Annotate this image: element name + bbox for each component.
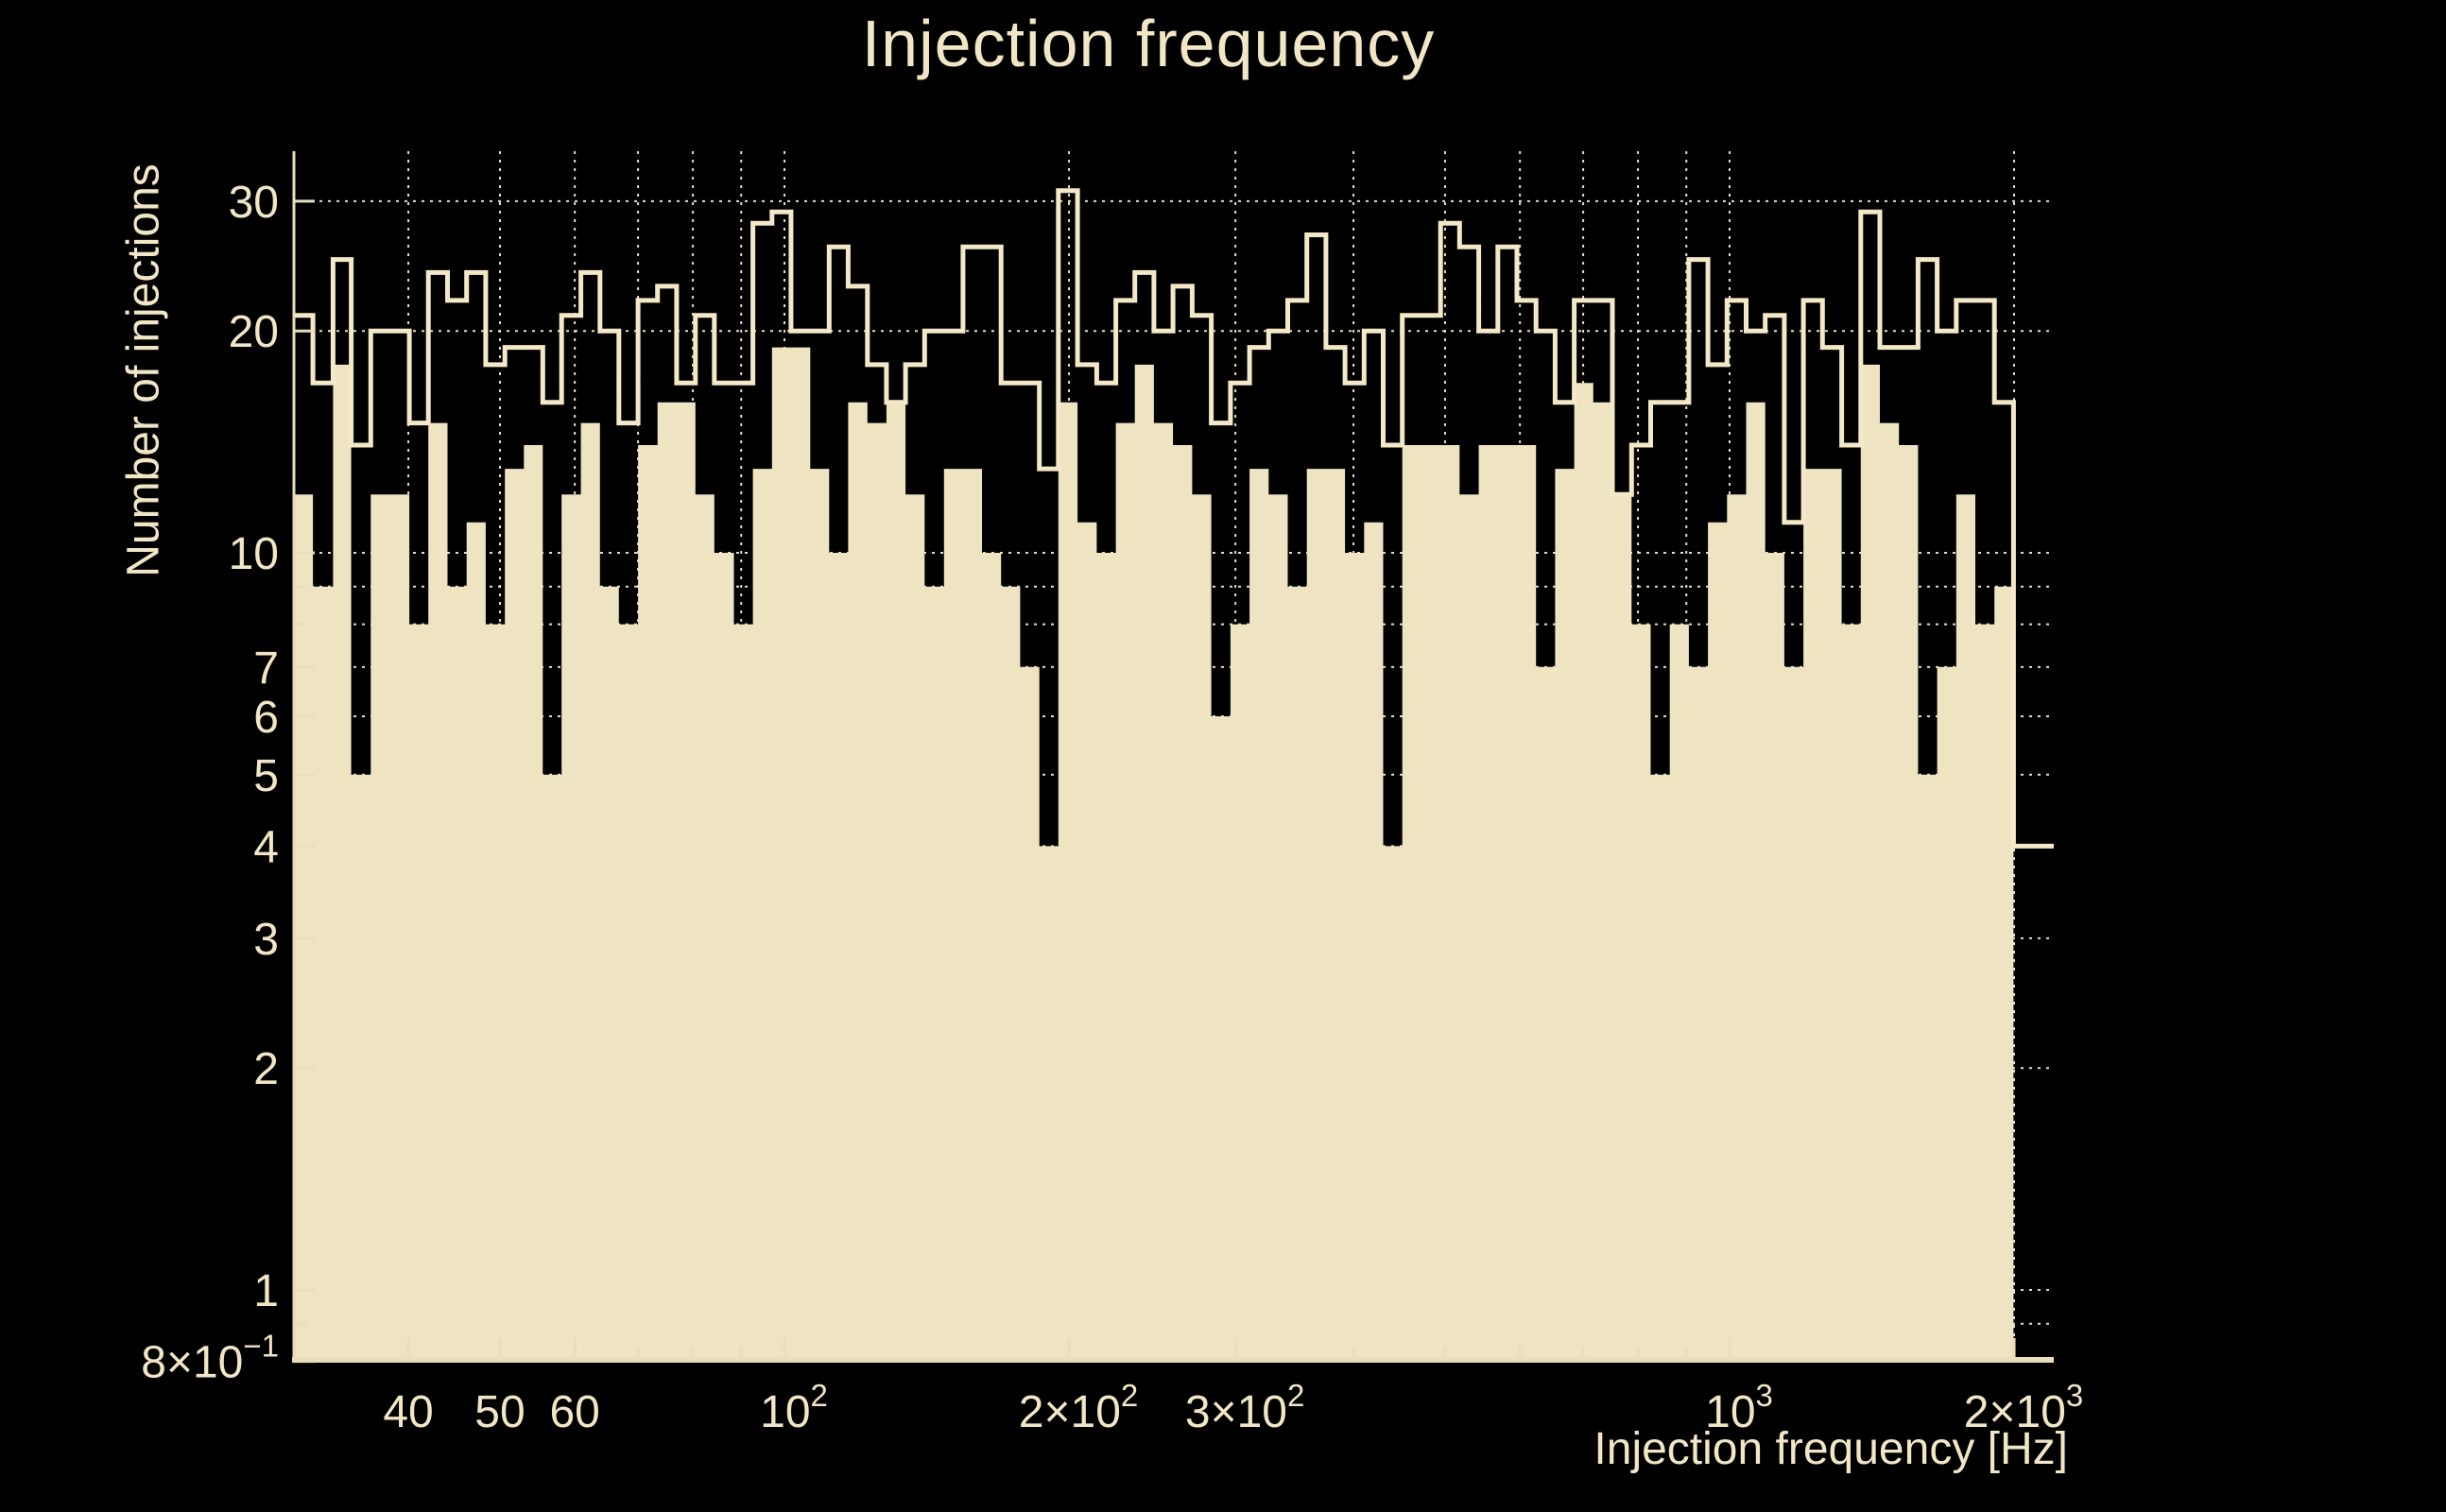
chart-title: Injection frequency <box>861 7 1436 80</box>
tick-marks <box>294 199 2016 1364</box>
x-tick-label-1000: 103 <box>1705 1378 1773 1437</box>
y-tick-label-7: 7 <box>253 644 279 694</box>
y-tick-label-10: 10 <box>229 529 279 579</box>
y-tick-label-3: 3 <box>253 915 279 965</box>
x-tick-label-2000: 2×103 <box>1964 1378 2083 1437</box>
y-tick-label-30: 30 <box>229 178 279 228</box>
y-tick-label-6: 6 <box>253 693 279 743</box>
y-tick-label-5: 5 <box>253 751 279 801</box>
y-tick-label-2: 2 <box>253 1044 279 1094</box>
y-tick-label-20: 20 <box>229 307 279 357</box>
y-tick-label-1: 1 <box>253 1266 279 1316</box>
y-tick-label-4: 4 <box>253 822 279 872</box>
x-tick-label-50: 50 <box>474 1387 525 1437</box>
x-tick-label-100: 102 <box>760 1378 828 1437</box>
filled-histogram <box>294 347 2014 1360</box>
x-tick-label-40: 40 <box>383 1387 433 1437</box>
y-tick-labels: 30 20 10 76 5 4 3 2 1 8×10−1 <box>141 178 279 1388</box>
outline-histogram-group <box>294 188 2054 849</box>
y-tick-label-0.8: 8×10−1 <box>141 1329 279 1388</box>
x-axis-title: Injection frequency [Hz] <box>1593 1424 2068 1474</box>
x-tick-label-60: 60 <box>549 1387 599 1437</box>
x-tick-label-300: 3×102 <box>1185 1378 1304 1437</box>
x-tick-label-200: 2×102 <box>1019 1378 1138 1437</box>
axes <box>292 151 2054 1363</box>
filled-histogram-group <box>294 347 2014 1360</box>
x-tick-labels: 40 50 60 102 2×102 3×102 103 2×103 <box>383 1378 2083 1437</box>
outline-histogram <box>294 188 2054 849</box>
